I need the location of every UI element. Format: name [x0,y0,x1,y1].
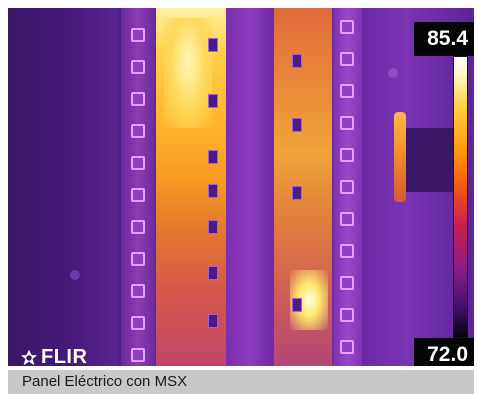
terminal [340,340,354,354]
door-handle [394,112,406,202]
breaker-switch [292,54,302,68]
terminal [131,124,145,138]
logo-text: FLIR [41,346,88,366]
breaker-switch [292,298,302,312]
terminal [340,52,354,66]
terminal [131,156,145,170]
breaker-switch [292,118,302,132]
terminal [340,276,354,290]
breaker-switch [292,186,302,200]
panel-screw [70,270,80,280]
terminal [131,316,145,330]
terminal [340,308,354,322]
breaker-switch [208,38,218,52]
flir-flame-icon [20,349,38,365]
terminal [131,28,145,42]
breaker-switch [208,314,218,328]
flir-logo: FLIR [20,346,87,366]
max-temperature-label: 85.4 [414,22,474,56]
caption-text: Panel Eléctrico con MSX [22,373,188,390]
left-cabinet-panel [8,8,118,366]
hot-spot-upper [164,18,212,128]
terminal [340,212,354,226]
temperature-scale-bar [453,56,468,338]
panel-screw [388,68,398,78]
breaker-switch [208,266,218,280]
terminal [131,188,145,202]
terminal [131,348,145,362]
terminal [131,252,145,266]
breaker-switch [208,184,218,198]
terminal [340,180,354,194]
breaker-switch [208,150,218,164]
terminal [340,148,354,162]
breaker-switch [208,220,218,234]
terminal [131,220,145,234]
thermal-image: 85.4 72.0 FLIR [8,8,474,366]
middle-cabinet-section [226,8,274,366]
terminal [340,116,354,130]
min-temperature-label: 72.0 [414,338,474,366]
terminal [131,284,145,298]
terminal [131,60,145,74]
caption-bar: Panel Eléctrico con MSX [8,370,474,394]
terminal [340,244,354,258]
breaker-switch [208,94,218,108]
terminal [131,92,145,106]
terminal [340,84,354,98]
terminal [340,20,354,34]
